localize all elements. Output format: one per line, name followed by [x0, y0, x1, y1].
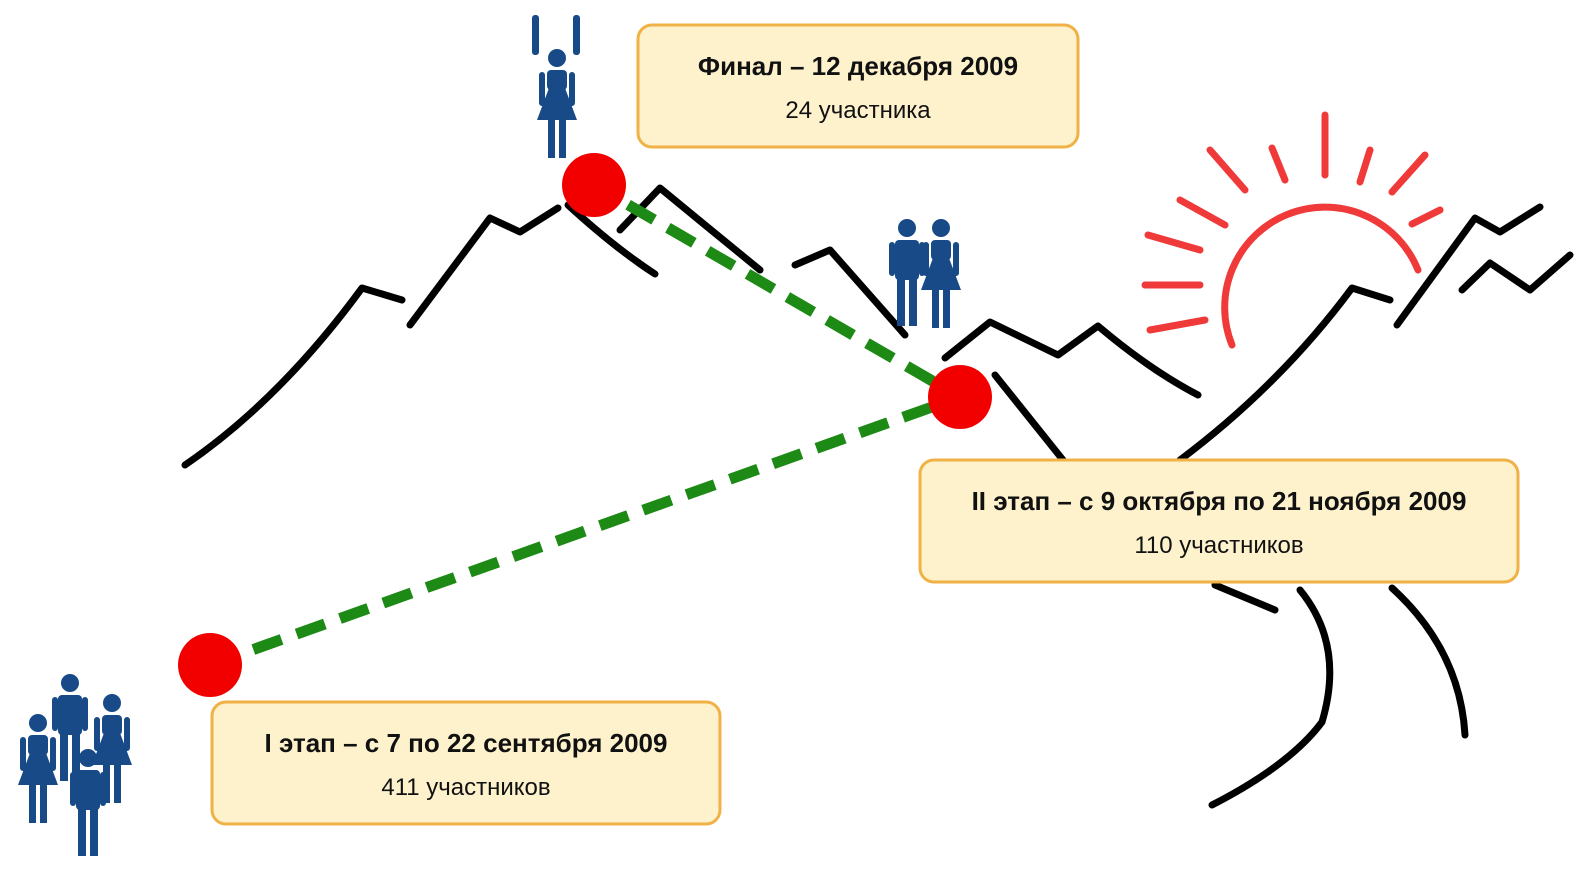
stage-box: Финал – 12 декабря 2009 24 участника — [638, 25, 1078, 147]
stage-participants: 411 участников — [381, 774, 550, 801]
scene: I этап – с 7 по 22 сентября 2009 411 уча… — [0, 0, 1579, 885]
stage-title: Финал – 12 декабря 2009 — [698, 51, 1018, 81]
stage-box: II этап – с 9 октября по 21 ноября 2009 … — [920, 460, 1518, 582]
stage-box: I этап – с 7 по 22 сентября 2009 411 уча… — [212, 702, 720, 824]
stage-title: II этап – с 9 октября по 21 ноября 2009 — [972, 486, 1467, 516]
stage-title: I этап – с 7 по 22 сентября 2009 — [265, 728, 668, 758]
route — [210, 185, 960, 665]
stage-participants: 110 участников — [1134, 532, 1303, 559]
stage-participants: 24 участника — [785, 97, 931, 124]
sun — [1145, 115, 1440, 345]
